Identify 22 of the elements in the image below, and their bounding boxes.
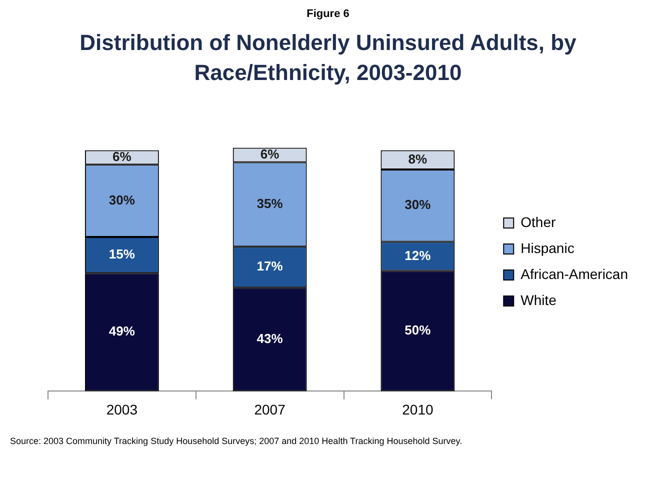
legend-label: White [520, 292, 557, 308]
chart-subtitle: Figure 6 [306, 8, 350, 20]
data-label: 17% [256, 258, 284, 274]
data-label: 6% [112, 149, 132, 164]
source-note: Source: 2003 Community Tracking Study Household Surveys; 2007 and 2010 Health Tracking Household Survey. [10, 436, 464, 446]
legend-label: African-American [520, 266, 628, 282]
data-label: 30% [108, 192, 136, 208]
chart-title: Distribution of Nonelderly Uninsured Adults, by Race/Ethnicity, 2003-2010 [78, 29, 578, 87]
x-tick-label: 2010 [402, 401, 434, 418]
data-label: 6% [260, 146, 280, 162]
data-label: 43% [256, 330, 284, 346]
x-tick-label: 2007 [254, 401, 286, 418]
data-label: 30% [404, 197, 432, 212]
legend-label: Other [520, 214, 556, 230]
data-label: 8% [408, 151, 428, 166]
data-label: 50% [404, 322, 432, 338]
data-label: 15% [108, 246, 136, 262]
data-label: 12% [404, 248, 432, 263]
data-label: 35% [256, 196, 284, 212]
legend-label: Hispanic [520, 240, 574, 256]
data-label: 49% [108, 324, 136, 339]
x-tick-label: 2003 [106, 401, 138, 418]
